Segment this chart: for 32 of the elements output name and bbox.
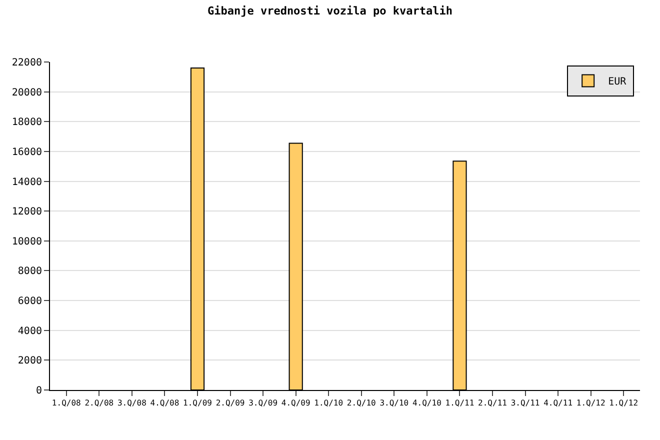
y-tick-label: 0 xyxy=(36,386,42,396)
x-tick-label: 1.Q/09 xyxy=(183,398,212,408)
chart-title: Gibanje vrednosti vozila po kvartalih xyxy=(207,4,453,18)
x-tick-label: 4.Q/09 xyxy=(281,398,310,408)
x-tick-label: 4.Q/11 xyxy=(544,398,573,408)
x-tick-label: 1.Q/12 xyxy=(609,398,638,408)
y-tick-label: 18000 xyxy=(12,117,42,128)
x-tick-label: 4.Q/08 xyxy=(150,398,180,408)
x-tick-label: 3.Q/11 xyxy=(510,398,540,408)
x-tick-label: 1.Q/11 xyxy=(445,398,474,408)
legend-label: EUR xyxy=(608,76,628,88)
y-tick-label: 20000 xyxy=(12,87,42,98)
x-tick-label: 2.Q/11 xyxy=(478,398,508,408)
x-tick-label: 1.Q/08 xyxy=(52,398,82,408)
x-tick-label: 3.Q/09 xyxy=(248,398,278,408)
x-tick-label: 1.Q/12 xyxy=(576,398,606,408)
y-tick-label: 10000 xyxy=(12,236,42,248)
y-tick-label: 16000 xyxy=(12,146,42,158)
x-tick-label: 3.Q/08 xyxy=(117,398,147,408)
y-tick-label: 6000 xyxy=(18,296,42,308)
y-tick-label: 12000 xyxy=(12,206,42,218)
y-tick-label: 2000 xyxy=(18,356,42,367)
y-tick-label: 14000 xyxy=(12,176,42,188)
y-tick-label: 8000 xyxy=(18,266,42,278)
x-tick-label: 4.Q/10 xyxy=(412,398,442,408)
x-tick-label: 3.Q/10 xyxy=(380,398,409,408)
x-tick-label: 2.Q/09 xyxy=(216,398,245,408)
x-tick-label: 2.Q/08 xyxy=(84,398,114,408)
x-tick-label: 2.Q/10 xyxy=(346,398,376,408)
y-tick-label: 4000 xyxy=(18,326,42,337)
y-tick-label: 22000 xyxy=(12,58,42,68)
x-tick-label: 1.Q/10 xyxy=(314,398,344,408)
